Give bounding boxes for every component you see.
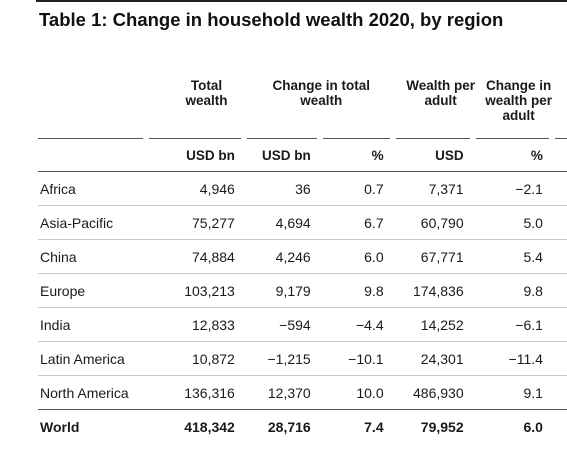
wealth-per-adult-value: 486,930 — [395, 375, 476, 409]
region-name: North America — [38, 375, 150, 409]
table-row: North America 136,316 12,370 10.0 486,93… — [38, 375, 567, 409]
change-adult-pct-value: 5.4 — [475, 239, 555, 273]
total-wealth-value: 418,342 — [149, 409, 247, 443]
change-bn-value: 4,694 — [246, 205, 323, 239]
wealth-per-adult-value: 67,771 — [395, 239, 476, 273]
change-bn-value: 9,179 — [246, 273, 323, 307]
change-adult-pct-value: 9.8 — [475, 273, 555, 307]
wealth-per-adult-value: 7,371 — [395, 171, 476, 205]
region-header — [38, 78, 149, 138]
table-row: China 74,884 4,246 6.0 67,771 5.4 — [38, 239, 567, 273]
table-row: Latin America 10,872 −1,215 −10.1 24,301… — [38, 341, 567, 375]
change-bn-value: 4,246 — [246, 239, 323, 273]
total-wealth-value: 75,277 — [149, 205, 247, 239]
total-wealth-value: 74,884 — [149, 239, 247, 273]
change-pct-value: 9.8 — [322, 273, 396, 307]
change-adult-pct-value: −11.4 — [475, 341, 555, 375]
region-name: China — [38, 239, 150, 273]
wealth-per-adult-value: 14,252 — [395, 307, 476, 341]
change-bn-value: −594 — [246, 307, 323, 341]
region-name: World — [38, 409, 150, 443]
wealth-per-adult-value: 79,952 — [395, 409, 476, 443]
change-total-header: Change in total wealth — [272, 78, 370, 108]
unit-label: USD bn — [186, 147, 235, 163]
total-wealth-value: 4,946 — [149, 171, 247, 205]
unit-label: USD bn — [261, 147, 311, 163]
region-name: Asia-Pacific — [38, 205, 150, 239]
change-pct-value: 6.0 — [322, 239, 396, 273]
change-pct-value: −10.1 — [322, 341, 396, 375]
change-bn-value: 28,716 — [246, 409, 323, 443]
change-adult-pct-value: 9.1 — [475, 375, 555, 409]
change-per-adult-header: Change in wealth per adult — [485, 78, 552, 123]
top-rule — [36, 0, 567, 2]
wealth-per-adult-header: Wealth per adult — [406, 78, 475, 108]
total-wealth-value: 12,833 — [149, 307, 247, 341]
change-adult-pct-value: 5.0 — [475, 205, 555, 239]
change-pct-value: 10.0 — [322, 375, 396, 409]
region-name: Africa — [38, 171, 150, 205]
wealth-table: Total wealth Change in total wealth Weal… — [38, 78, 567, 443]
total-wealth-value: 103,213 — [149, 273, 247, 307]
header-row: Total wealth Change in total wealth Weal… — [38, 78, 567, 138]
table-row: Africa 4,946 36 0.7 7,371 −2.1 — [38, 171, 567, 205]
unit-label: USD — [435, 147, 464, 163]
header-rule — [38, 138, 567, 139]
total-wealth-value: 136,316 — [149, 375, 247, 409]
unit-label: % — [371, 147, 384, 163]
total-row: World 418,342 28,716 7.4 79,952 6.0 — [38, 409, 567, 443]
change-adult-pct-value: −2.1 — [475, 171, 555, 205]
change-pct-value: 0.7 — [322, 171, 396, 205]
wealth-per-adult-value: 24,301 — [395, 341, 476, 375]
table-row: Europe 103,213 9,179 9.8 174,836 9.8 — [38, 273, 567, 307]
region-name: India — [38, 307, 150, 341]
change-bn-value: −1,215 — [246, 341, 323, 375]
wealth-per-adult-value: 60,790 — [395, 205, 476, 239]
change-bn-value: 36 — [246, 171, 323, 205]
change-pct-value: 7.4 — [322, 409, 396, 443]
change-adult-pct-value: 6.0 — [475, 409, 555, 443]
table-row: India 12,833 −594 −4.4 14,252 −6.1 — [38, 307, 567, 341]
table-row: Asia-Pacific 75,277 4,694 6.7 60,790 5.0 — [38, 205, 567, 239]
change-adult-pct-value: −6.1 — [475, 307, 555, 341]
units-row: USD bn USD bn % USD % — [38, 139, 567, 171]
region-name: Europe — [38, 273, 150, 307]
unit-label: % — [530, 147, 543, 163]
region-name: Latin America — [38, 341, 150, 375]
change-pct-value: −4.4 — [322, 307, 396, 341]
change-pct-value: 6.7 — [322, 205, 396, 239]
total-wealth-value: 10,872 — [149, 341, 247, 375]
table-title: Table 1: Change in household wealth 2020… — [39, 9, 504, 30]
wealth-per-adult-value: 174,836 — [395, 273, 476, 307]
change-bn-value: 12,370 — [246, 375, 323, 409]
total-wealth-header: Total wealth — [185, 78, 228, 108]
